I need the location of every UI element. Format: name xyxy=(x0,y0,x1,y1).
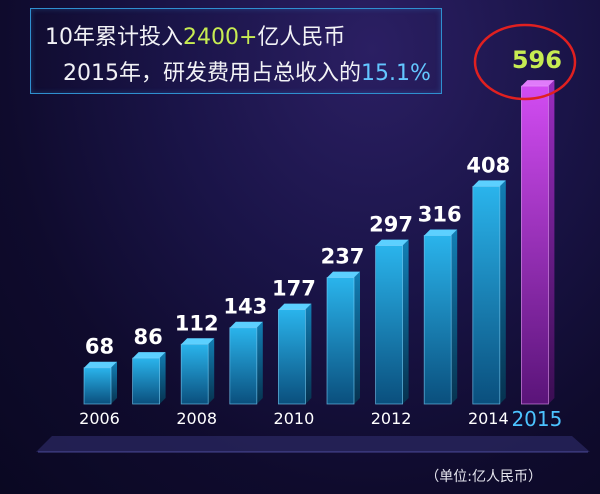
value-label-2010: 177 xyxy=(272,277,316,301)
unit-note: （单位:亿人民币） xyxy=(425,469,542,485)
summary-line-2-prefix: 2015年，研发费用占总收入的 xyxy=(63,61,361,86)
bar-outline-2015 xyxy=(521,85,549,405)
floor-plane xyxy=(36,436,590,452)
summary-line-1: 10年累计投入2400+亿人民币 xyxy=(45,19,345,51)
x-axis-ticks: 2006 2008 2010 2012 2014 2015 xyxy=(79,407,562,431)
bar-side-2008 xyxy=(208,338,215,404)
bar-front-2006 xyxy=(84,367,111,404)
bar-side-2007 xyxy=(159,352,166,404)
value-label-2007: 86 xyxy=(133,325,162,349)
bar-top-2010 xyxy=(278,303,312,310)
total-investment-value: 2400+ xyxy=(183,25,258,50)
bar-top-2011 xyxy=(327,271,360,278)
bar-top-2014 xyxy=(472,180,506,187)
value-label-2013: 316 xyxy=(418,202,462,226)
bar-outline-2013 xyxy=(423,235,452,405)
highlight-circle xyxy=(473,23,577,101)
bar-front-2013 xyxy=(424,235,452,404)
bar-top-2008 xyxy=(181,338,215,345)
bar-side-2010 xyxy=(305,303,312,404)
bar-outline-2009 xyxy=(229,327,258,405)
bar-top-2009 xyxy=(229,321,263,328)
bar-2007 xyxy=(132,352,166,405)
bar-2014 xyxy=(472,180,506,405)
bar-side-2014 xyxy=(499,180,506,404)
bar-side-2015 xyxy=(548,80,555,404)
value-label-2014: 408 xyxy=(466,153,510,177)
x-tick-2010: 2010 xyxy=(274,409,315,428)
bar-side-2012 xyxy=(402,239,409,404)
value-label-2009: 143 xyxy=(223,295,267,319)
bar-2012 xyxy=(375,239,409,405)
bar-front-2015 xyxy=(521,86,549,404)
summary-line-2: 2015年，研发费用占总收入的15.1% xyxy=(63,55,431,87)
bar-top-2015 xyxy=(521,80,555,87)
bar-2011 xyxy=(326,271,360,405)
bar-outline-2010 xyxy=(277,309,306,405)
bar-2015 xyxy=(521,80,555,405)
bar-2006 xyxy=(83,361,117,405)
bar-top-2012 xyxy=(375,239,409,246)
bar-side-2009 xyxy=(256,321,263,404)
bar-outline-2007 xyxy=(132,357,161,405)
bar-front-2007 xyxy=(132,358,160,404)
summary-box: 10年累计投入2400+亿人民币 2015年，研发费用占总收入的15.1% xyxy=(30,8,442,94)
bar-front-2014 xyxy=(472,186,500,404)
bar-2009 xyxy=(229,321,263,405)
x-tick-2006: 2006 xyxy=(79,409,120,428)
bar-side-2006 xyxy=(111,361,117,404)
bar-top-2006 xyxy=(84,361,117,368)
summary-line-1-prefix: 10年累计投入 xyxy=(45,25,183,50)
summary-line-1-suffix: 亿人民币 xyxy=(257,25,346,50)
bar-front-2009 xyxy=(229,327,257,404)
bar-2010 xyxy=(277,303,312,405)
rnd-ratio-value: 15.1% xyxy=(361,61,431,86)
bar-side-2013 xyxy=(451,229,458,404)
value-label-2008: 112 xyxy=(175,311,219,335)
bar-top-2013 xyxy=(424,229,458,236)
bar-front-2012 xyxy=(375,245,403,404)
bar-front-2011 xyxy=(327,277,354,404)
x-tick-2014: 2014 xyxy=(468,409,509,428)
bar-2008 xyxy=(180,338,215,405)
x-tick-2012: 2012 xyxy=(371,409,412,428)
bar-side-2011 xyxy=(354,271,360,404)
x-tick-2015: 2015 xyxy=(511,407,562,431)
bar-front-2010 xyxy=(278,309,306,404)
bar-outline-2014 xyxy=(472,185,501,405)
bar-outline-2012 xyxy=(375,245,404,405)
value-label-2006: 68 xyxy=(85,335,114,359)
bars-layer xyxy=(83,80,555,405)
value-label-2015: 596 xyxy=(512,46,562,74)
bar-top-2007 xyxy=(132,352,166,359)
bar-front-2008 xyxy=(181,344,209,404)
bar-outline-2011 xyxy=(326,277,355,405)
value-label-2012: 297 xyxy=(369,213,413,237)
bar-outline-2006 xyxy=(83,367,112,405)
bar-outline-2008 xyxy=(180,343,209,405)
x-tick-2008: 2008 xyxy=(176,409,217,428)
bar-2013 xyxy=(423,229,458,405)
value-label-2011: 237 xyxy=(321,245,365,269)
